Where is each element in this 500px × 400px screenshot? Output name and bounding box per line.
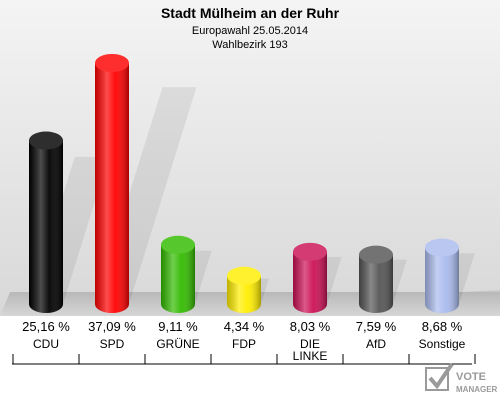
bar-cdu [29, 131, 63, 313]
chart-title: Stadt Mülheim an der Ruhr [161, 5, 340, 21]
value-label-fdp: 4,34 % [224, 319, 265, 334]
bar-top-highlight-afd [359, 245, 393, 264]
bar-shine-afd [359, 254, 393, 313]
category-label-fdp: FDP [232, 337, 256, 351]
category-label-cdu: CDU [33, 337, 59, 351]
category-label-grüne: GRÜNE [156, 337, 199, 351]
category-axis [12, 354, 476, 365]
bar-top-highlight-die-linke [293, 242, 327, 261]
bar-top-highlight-spd [95, 54, 129, 72]
bar-top-highlight-fdp [227, 266, 261, 285]
bar-top-grüne [161, 235, 195, 254]
value-label-afd: 7,59 % [356, 319, 397, 334]
category-label-sonstige: Sonstige [419, 337, 466, 351]
category-label-spd: SPD [100, 337, 125, 351]
bar-top-cdu [29, 131, 63, 150]
bar-grüne [161, 235, 195, 313]
bar-fdp [227, 266, 261, 313]
category-label-afd: AfD [366, 337, 386, 351]
bar-shine-die-linke [293, 251, 327, 313]
bar-sonstige [425, 238, 459, 313]
value-label-die-linke: 8,03 % [290, 319, 331, 334]
bar-shine-grüne [161, 244, 195, 313]
labels-group: 25,16 % CDU 37,09 % SPD 9,11 % GRÜNE 4,34 % FDP… [22, 319, 466, 363]
chart-subtitle-election: Europawahl 25.05.2014 [192, 25, 308, 37]
bar-die-linke [293, 242, 327, 313]
bar-top-spd [95, 54, 129, 72]
bar-spd [95, 54, 129, 313]
bar-top-highlight-grüne [161, 235, 195, 254]
chart-subtitle-district: Wahlbezirk 193 [212, 39, 287, 51]
bar-top-afd [359, 245, 393, 264]
bar-top-die-linke [293, 242, 327, 261]
chart-background [0, 0, 500, 316]
logo-vote: VOTE [456, 371, 486, 383]
logo-manager: MANAGER [456, 385, 498, 394]
value-label-sonstige: 8,68 % [422, 319, 463, 334]
bar-top-sonstige [425, 238, 459, 257]
vote-manager-logo: VOTE MANAGER [425, 362, 498, 394]
value-label-spd: 37,09 % [88, 319, 136, 334]
bar-top-fdp [227, 266, 261, 285]
bar-shine-cdu [29, 140, 63, 313]
bar-shine-spd [95, 63, 129, 313]
value-label-grüne: 9,11 % [158, 319, 198, 334]
value-label-cdu: 25,16 % [22, 319, 70, 334]
bar-afd [359, 245, 393, 313]
bar-shine-sonstige [425, 247, 459, 313]
category-label-die-linke: DIE LINKE [293, 337, 328, 363]
bar-top-highlight-cdu [29, 131, 63, 150]
checkmark-icon [425, 362, 454, 391]
bar-top-highlight-sonstige [425, 238, 459, 257]
bars-group [29, 54, 459, 313]
bar-shine-fdp [227, 275, 261, 313]
